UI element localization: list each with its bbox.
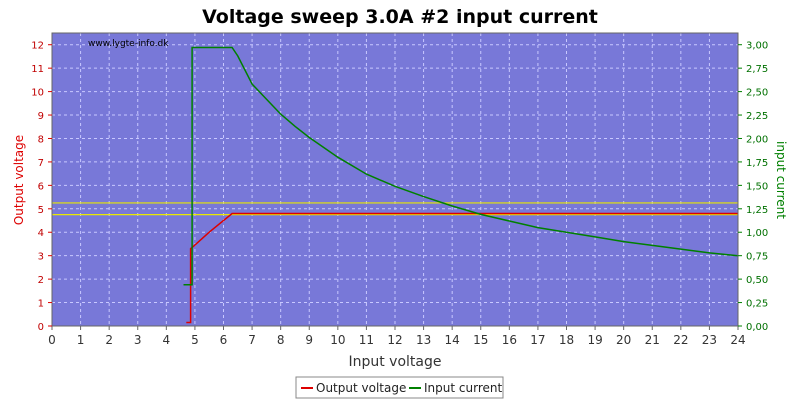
x-tick-label: 1 bbox=[77, 333, 85, 347]
right-y-tick-label: 1,00 bbox=[746, 228, 768, 239]
x-tick-label: 12 bbox=[387, 333, 402, 347]
right-y-tick-label: 1,50 bbox=[746, 181, 768, 192]
x-tick-label: 0 bbox=[48, 333, 56, 347]
x-tick-label: 17 bbox=[530, 333, 545, 347]
x-tick-label: 22 bbox=[673, 333, 688, 347]
left-y-tick-label: 6 bbox=[38, 181, 44, 192]
left-y-tick-label: 12 bbox=[31, 41, 44, 52]
x-tick-label: 10 bbox=[330, 333, 345, 347]
reference-lines bbox=[52, 202, 738, 216]
x-tick-label: 7 bbox=[248, 333, 256, 347]
left-y-tick-label: 4 bbox=[38, 228, 44, 239]
left-y-tick-label: 2 bbox=[38, 275, 44, 286]
right-y-tick-label: 1,75 bbox=[746, 158, 768, 169]
x-tick-label: 14 bbox=[445, 333, 460, 347]
left-y-tick-label: 10 bbox=[31, 88, 44, 99]
chart-title: Voltage sweep 3.0A #2 input current bbox=[202, 6, 598, 28]
left-y-tick-label: 11 bbox=[31, 64, 44, 75]
x-tick-label: 3 bbox=[134, 333, 142, 347]
right-y-tick-label: 2,50 bbox=[746, 88, 768, 99]
x-tick-label: 2 bbox=[105, 333, 113, 347]
x-tick-label: 8 bbox=[277, 333, 285, 347]
x-tick-label: 18 bbox=[559, 333, 574, 347]
right-y-axis-title: input current bbox=[774, 141, 788, 219]
left-y-tick-label: 7 bbox=[38, 158, 44, 169]
x-tick-label: 19 bbox=[587, 333, 602, 347]
right-y-tick-label: 0,75 bbox=[746, 252, 768, 263]
right-y-tick-label: 3,00 bbox=[746, 41, 768, 52]
left-y-tick-label: 9 bbox=[38, 111, 44, 122]
left-y-tick-label: 3 bbox=[38, 252, 44, 263]
legend-box bbox=[295, 376, 504, 399]
legend: Output voltage Input current bbox=[295, 376, 504, 399]
right-y-tick-label: 1,25 bbox=[746, 205, 768, 216]
left-y-tick-label: 8 bbox=[38, 134, 44, 145]
x-tick-label: 16 bbox=[502, 333, 517, 347]
x-tick-label: 13 bbox=[416, 333, 431, 347]
right-y-tick-label: 0,50 bbox=[746, 275, 768, 286]
x-tick-label: 9 bbox=[305, 333, 313, 347]
x-tick-label: 23 bbox=[702, 333, 717, 347]
series-layer bbox=[183, 46, 739, 324]
right-y-tick-label: 2,25 bbox=[746, 111, 768, 122]
series-line-input-current bbox=[183, 46, 739, 286]
x-tick-label: 20 bbox=[616, 333, 631, 347]
left-y-tick-label: 0 bbox=[38, 322, 44, 333]
x-tick-label: 4 bbox=[163, 333, 171, 347]
left-y-tick-label: 5 bbox=[38, 205, 44, 216]
watermark-text: www.lygte-info.dk bbox=[88, 39, 169, 49]
x-tick-label: 6 bbox=[220, 333, 228, 347]
legend-label-output-voltage: Output voltage bbox=[316, 381, 406, 395]
right-y-tick-label: 0,00 bbox=[746, 322, 768, 333]
right-y-tick-label: 2,75 bbox=[746, 64, 768, 75]
left-y-axis-title: Output voltage bbox=[12, 135, 26, 225]
grid bbox=[51, 33, 739, 327]
x-axis: 0 1 2 3 4 5 6 7 8 9 10 11 12 13 14 15 16 17 18 19 20 21 22 23 24 bbox=[48, 326, 746, 347]
x-tick-label: 24 bbox=[730, 333, 745, 347]
x-tick-label: 5 bbox=[191, 333, 199, 347]
left-y-tick-label: 1 bbox=[38, 299, 44, 310]
right-y-axis: 0,00 0,25 0,50 0,75 1,00 1,25 1,50 1,75 2,00 2,25… bbox=[738, 41, 768, 333]
x-tick-label: 15 bbox=[473, 333, 488, 347]
x-tick-label: 21 bbox=[645, 333, 660, 347]
legend-label-input-current: Input current bbox=[424, 381, 502, 395]
x-axis-title: Input voltage bbox=[348, 354, 441, 370]
x-tick-label: 11 bbox=[359, 333, 374, 347]
right-y-tick-label: 2,00 bbox=[746, 134, 768, 145]
right-y-tick-label: 0,25 bbox=[746, 299, 768, 310]
